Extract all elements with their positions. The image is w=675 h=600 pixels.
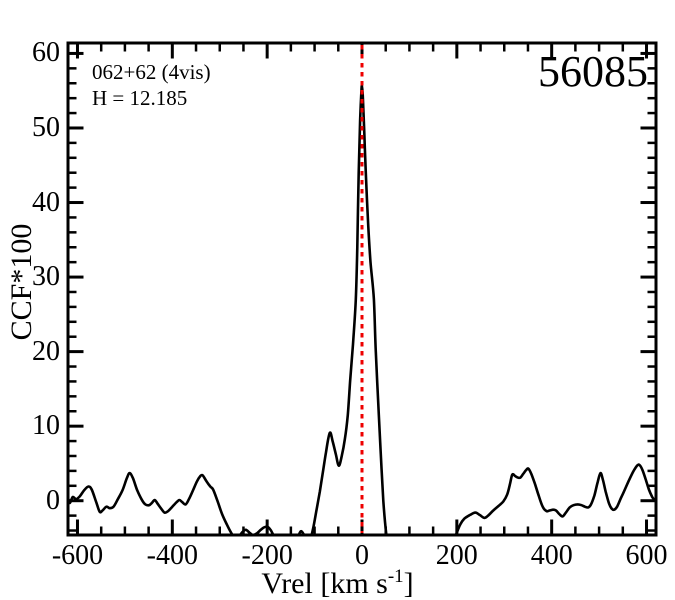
y-tick-label: 30 (32, 261, 60, 293)
x-tick-label: 200 (435, 540, 478, 571)
magnitude-annotation: H = 12.185 (92, 86, 188, 110)
x-axis-title-end: ] (403, 567, 414, 600)
x-tick-label: -600 (51, 540, 104, 571)
field-id-annotation: 062+62 (4vis) (92, 60, 211, 84)
y-tick-label: 0 (46, 484, 60, 516)
ccf-curve (69, 84, 655, 534)
x-tick-label: 600 (625, 540, 668, 571)
x-axis-title-main: Vrel [km s (261, 567, 388, 600)
x-tick-label: -400 (146, 540, 198, 571)
y-tick-label: 60 (32, 37, 60, 69)
axis-ticks (69, 44, 655, 534)
x-tick-label: 400 (530, 540, 573, 571)
plot-title-mjd: 56085 (538, 47, 648, 96)
y-tick-label: 20 (32, 335, 60, 367)
y-tick-label: 50 (32, 112, 60, 143)
x-tick-label: 0 (355, 540, 369, 571)
y-tick-label: 40 (32, 186, 60, 218)
x-axis-title-exponent: -1 (387, 566, 404, 587)
y-tick-label: 10 (32, 410, 60, 442)
x-tick-label: -200 (241, 540, 293, 571)
x-axis-title: Vrel [km s-1] (0, 566, 675, 600)
plot-frame (66, 41, 658, 537)
